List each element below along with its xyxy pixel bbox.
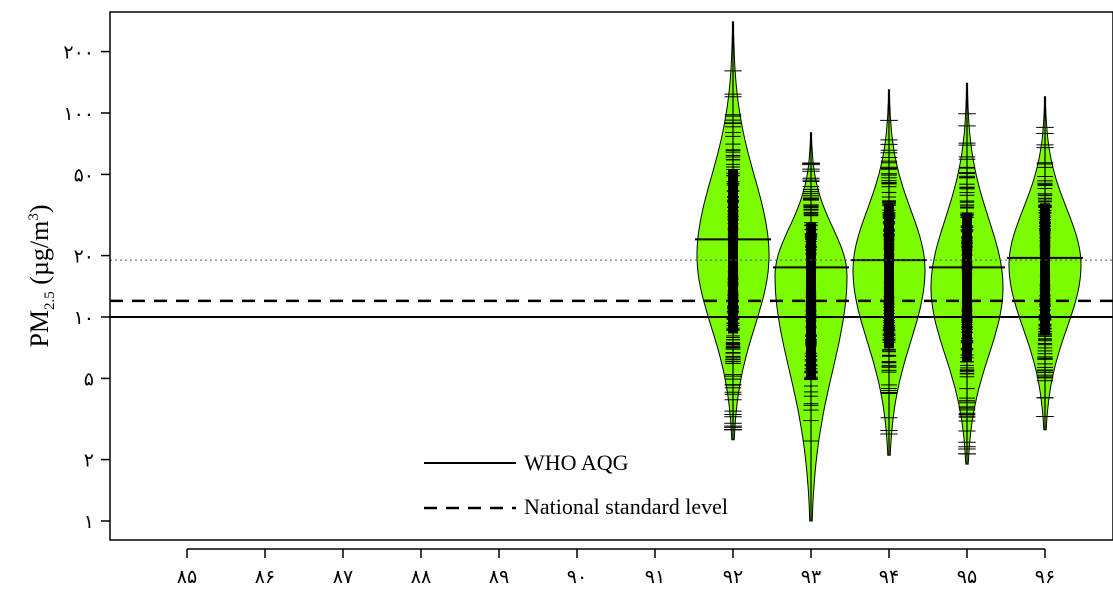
x-tick-label: ۹۱ bbox=[645, 566, 665, 588]
y-tick-label: ۲ bbox=[84, 450, 94, 472]
x-tick-label: ۹۵ bbox=[957, 566, 977, 588]
x-tick-label: ۸۷ bbox=[333, 566, 353, 588]
y-axis: ۱ ۲ ۵ ۱۰ ۲۰ ۵۰ ۱۰۰ ۲۰۰ bbox=[63, 42, 110, 533]
x-tick-label: ۹۲ bbox=[723, 566, 743, 588]
bean-۹۶ bbox=[1007, 96, 1083, 431]
legend-label-national-standard: National standard level bbox=[524, 494, 728, 519]
bean-۹۴ bbox=[851, 89, 927, 456]
x-tick-label: ۸۶ bbox=[255, 566, 275, 588]
bean-۹۵ bbox=[929, 82, 1005, 465]
y-tick-label: ۵۰ bbox=[74, 164, 94, 186]
bean-dense-core bbox=[1040, 203, 1050, 335]
y-axis-title: PM2.5 (µg/m3) bbox=[25, 204, 58, 347]
y-tick-label: ۲۰ bbox=[74, 246, 94, 268]
bean-۹۳ bbox=[773, 132, 849, 522]
y-tick-label: ۱ bbox=[84, 511, 94, 533]
legend-label-who-aqg: WHO AQG bbox=[524, 450, 629, 475]
bean-۹۲ bbox=[695, 21, 771, 441]
x-tick-label: ۸۹ bbox=[489, 566, 509, 588]
y-tick-label: ۲۰۰ bbox=[63, 42, 94, 64]
y-tick-label: ۵ bbox=[84, 368, 94, 390]
x-tick-label: ۹۴ bbox=[879, 566, 899, 588]
x-tick-label: ۹۳ bbox=[801, 566, 821, 588]
x-tick-label: ۹۰ bbox=[567, 566, 587, 588]
bean-dense-core bbox=[884, 203, 894, 349]
beans-layer bbox=[695, 21, 1083, 522]
reference-lines bbox=[110, 259, 1113, 318]
y-tick-label: ۱۰۰ bbox=[63, 103, 94, 125]
x-axis: ۸۵ ۸۶ ۸۷ ۸۸ ۸۹ ۹۰ ۹۱ ۹۲ ۹۳ ۹۴ ۹۵ ۹۶ bbox=[177, 548, 1055, 588]
bean-dense-core bbox=[806, 223, 816, 380]
bean-dense-core bbox=[728, 169, 738, 334]
plot-frame bbox=[109, 11, 1113, 541]
x-tick-label: ۸۸ bbox=[411, 566, 431, 588]
x-tick-label: ۸۵ bbox=[177, 566, 197, 588]
bean-dense-core bbox=[962, 212, 972, 363]
legend: WHO AQG National standard level bbox=[424, 450, 728, 519]
x-tick-label: ۹۶ bbox=[1035, 566, 1055, 588]
y-tick-label: ۱۰ bbox=[74, 307, 94, 329]
